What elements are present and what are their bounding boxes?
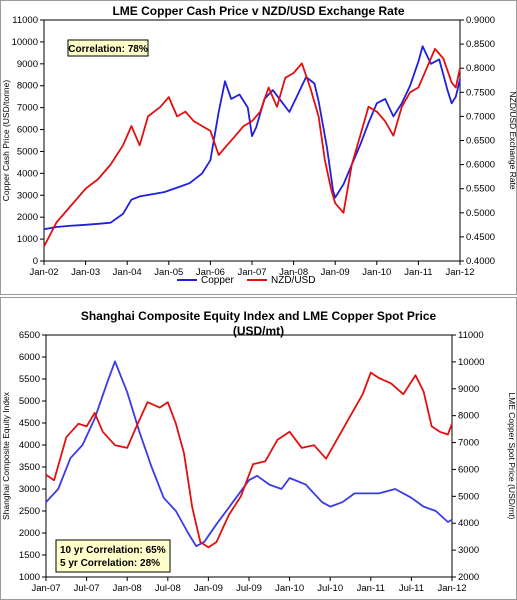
y-right-tick-label: 0.5500 — [466, 184, 495, 195]
chart-1: LME Copper Cash Price v NZD/USD Exchange… — [0, 0, 517, 295]
y-right-tick-label: 0.8000 — [466, 63, 495, 74]
x-tick-label: Jan-10 — [275, 583, 304, 594]
y-right-tick-label: 0.7500 — [466, 87, 495, 98]
annotation-text: Correlation: 78% — [68, 44, 148, 55]
x-tick-label: Jan-04 — [113, 267, 142, 278]
y-right-tick-label: 0.5000 — [466, 208, 495, 219]
y-right-axis-label: NZD/USD Exchange Rate — [508, 91, 517, 190]
y-right-tick-label: 2000 — [458, 572, 479, 583]
y-left-tick-label: 0 — [33, 256, 38, 267]
y-left-tick-label: 4500 — [19, 418, 40, 429]
y-right-tick-label: 0.6500 — [466, 136, 495, 147]
y-left-tick-label: 2000 — [17, 212, 38, 223]
x-tick-label: Jul-11 — [399, 583, 424, 594]
y-right-tick-label: 0.6000 — [466, 160, 495, 171]
y-left-tick-label: 1500 — [19, 550, 40, 561]
y-left-tick-label: 3000 — [17, 190, 38, 201]
chart-title: Shanghai Composite Equity Index and LME … — [81, 309, 437, 323]
y-right-tick-label: 9000 — [458, 384, 479, 395]
y-left-tick-label: 5000 — [19, 396, 40, 407]
annotation-text: 10 yr Correlation: 65% — [60, 545, 166, 556]
annotation-box — [55, 539, 171, 573]
y-right-tick-label: 0.4500 — [466, 232, 495, 243]
annotation-text: 5 yr Correlation: 28% — [60, 558, 160, 569]
chart-title: (USD/mt) — [233, 324, 284, 338]
legend-label-2: NZD/USD — [271, 275, 315, 286]
y-right-tick-label: 7000 — [458, 438, 479, 449]
y-right-tick-label: 0.7000 — [466, 111, 495, 122]
y-right-tick-label: 4000 — [458, 518, 479, 529]
chart-title: LME Copper Cash Price v NZD/USD Exchange… — [112, 4, 404, 18]
y-left-tick-label: 5000 — [17, 146, 38, 157]
x-tick-label: Jan-12 — [445, 267, 474, 278]
x-tick-label: Jan-03 — [71, 267, 100, 278]
y-left-tick-label: 6500 — [19, 330, 40, 341]
y-left-tick-label: 7000 — [17, 103, 38, 114]
y-right-tick-label: 10000 — [458, 357, 484, 368]
y-left-tick-label: 3000 — [19, 484, 40, 495]
y-left-tick-label: 9000 — [17, 59, 38, 70]
x-tick-label: Jul-07 — [74, 583, 100, 594]
x-tick-label: Jan-11 — [404, 267, 432, 278]
annotation-box — [67, 39, 149, 57]
y-left-tick-label: 8000 — [17, 81, 38, 92]
series-line-1 — [43, 45, 461, 231]
x-tick-label: Jul-09 — [236, 583, 262, 594]
x-tick-label: Jan-08 — [113, 583, 142, 594]
legend-label-1: Copper — [201, 275, 234, 286]
y-left-tick-label: 6000 — [17, 125, 38, 136]
y-left-tick-label: 2000 — [19, 528, 40, 539]
y-left-tick-label: 6000 — [19, 352, 40, 363]
y-left-tick-label: 11000 — [12, 15, 38, 26]
x-tick-label: Jan-06 — [196, 267, 225, 278]
chart-2: Shanghai Composite Equity Index and LME … — [0, 297, 517, 600]
x-tick-label: Jul-08 — [155, 583, 181, 594]
y-left-tick-label: 3500 — [19, 462, 40, 473]
x-tick-label: Jul-10 — [317, 583, 343, 594]
y-right-tick-label: 3000 — [458, 545, 479, 556]
x-tick-label: Jan-12 — [437, 583, 466, 594]
y-right-tick-label: 0.4000 — [466, 256, 495, 267]
y-left-tick-label: 1000 — [17, 234, 38, 245]
series-line-2 — [45, 371, 453, 549]
y-right-tick-label: 0.8500 — [466, 39, 495, 50]
x-tick-label: Jan-09 — [321, 267, 350, 278]
x-tick-label: Jan-07 — [237, 267, 266, 278]
y-right-tick-label: 5000 — [458, 491, 479, 502]
x-tick-label: Jan-11 — [357, 583, 385, 594]
x-tick-label: Jan-10 — [362, 267, 391, 278]
y-right-tick-label: 11000 — [458, 330, 484, 341]
y-left-tick-label: 5500 — [19, 374, 40, 385]
y-right-axis-label: LME Copper Spot Price (USD/mt) — [507, 392, 517, 519]
series-line-2 — [43, 48, 461, 247]
y-right-tick-label: 0.9000 — [466, 15, 495, 26]
x-tick-label: Jan-07 — [31, 583, 60, 594]
y-left-tick-label: 4000 — [17, 168, 38, 179]
y-left-tick-label: 4000 — [19, 440, 40, 451]
series-line-1 — [45, 360, 453, 548]
y-left-tick-label: 1000 — [19, 572, 40, 583]
x-tick-label: Jan-08 — [279, 267, 308, 278]
y-right-tick-label: 6000 — [458, 464, 479, 475]
y-right-tick-label: 8000 — [458, 411, 479, 422]
y-left-tick-label: 2500 — [19, 506, 40, 517]
x-tick-label: Jan-09 — [194, 583, 223, 594]
x-tick-label: Jan-02 — [29, 267, 58, 278]
y-left-tick-label: 10000 — [12, 37, 38, 48]
y-left-axis-label: Copper Cash Price (USD/tonne) — [1, 80, 11, 202]
x-tick-label: Jan-05 — [154, 267, 183, 278]
y-left-axis-label: Shanghai Composite Equity Index — [1, 391, 11, 520]
